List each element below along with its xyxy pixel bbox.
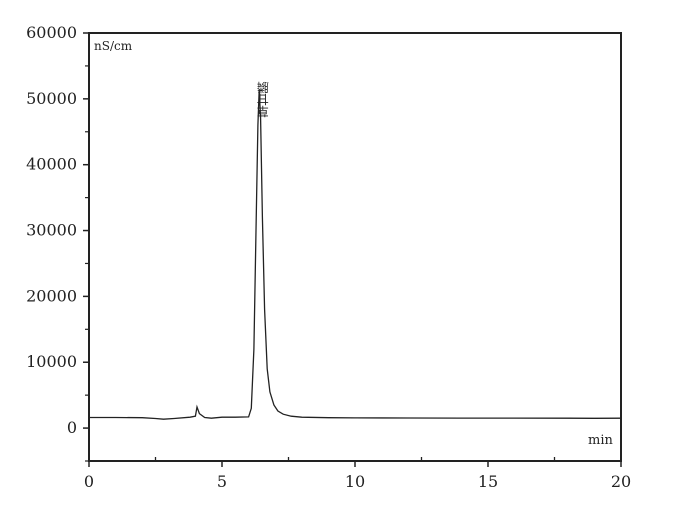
y-tick-label: 10000 <box>26 352 77 371</box>
annotations: 草甘膦 <box>256 82 270 118</box>
x-tick-label: 5 <box>217 472 227 491</box>
plot-frame <box>88 32 622 462</box>
x-tick-label: 10 <box>345 472 365 491</box>
y-tick-label: 20000 <box>26 286 77 305</box>
x-tick-label: 0 <box>84 472 94 491</box>
x-axis-label: min <box>588 433 613 448</box>
y-tick-label: 30000 <box>26 221 77 240</box>
y-tick-label: 40000 <box>26 155 77 174</box>
y-axis-label: nS/cm <box>94 39 133 53</box>
y-tick-label: 60000 <box>26 23 77 42</box>
x-tick-label: 15 <box>478 472 498 491</box>
x-tick-label: 20 <box>611 472 631 491</box>
y-tick-label: 50000 <box>26 89 77 108</box>
peak-label: 草甘膦 <box>256 82 270 118</box>
series-line <box>89 89 622 420</box>
y-tick-label: 0 <box>67 418 77 437</box>
axes: 0 5 10 15 20 0 10000 20000 30000 40000 50000 60000 <box>26 23 631 491</box>
